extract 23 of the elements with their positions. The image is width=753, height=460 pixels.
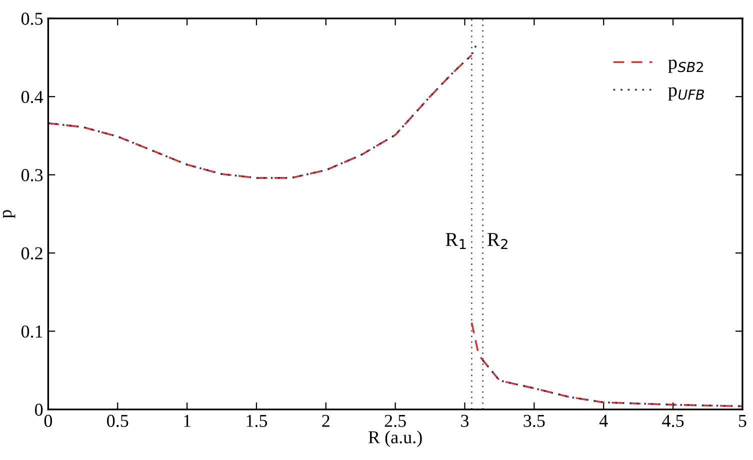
x-tick-label: 2.5 bbox=[384, 414, 406, 428]
x-tick-label: 0 bbox=[44, 414, 52, 427]
y-tick-label: 0.1 bbox=[21, 325, 42, 338]
x-tick-label: 2 bbox=[322, 414, 330, 427]
x-tick-label: 3.5 bbox=[524, 414, 545, 428]
x-tick-label: 5 bbox=[738, 414, 746, 427]
y-tick-label: 0.2 bbox=[21, 247, 42, 260]
x-axis-title: R (a.u.) bbox=[368, 430, 422, 448]
ref-line-label: R$_{2}$ bbox=[488, 233, 508, 250]
y-tick-label: 0 bbox=[34, 404, 43, 416]
x-tick-label: 1.5 bbox=[246, 414, 268, 428]
y-tick-label: 0.5 bbox=[21, 12, 43, 25]
x-tick-label: 3 bbox=[461, 414, 469, 427]
x-tick-label: 0.5 bbox=[107, 414, 128, 428]
ref-line-label: R$_{1}$ bbox=[446, 233, 466, 250]
legend-label: p$_{SB2}$ bbox=[668, 60, 703, 73]
y-tick-label: 0.3 bbox=[21, 169, 43, 182]
x-tick-label: 4 bbox=[599, 414, 608, 427]
legend-label: p$_{UFB}$ bbox=[668, 87, 704, 101]
x-tick-label: 1 bbox=[184, 414, 190, 427]
x-tick-label: 4.5 bbox=[662, 414, 684, 428]
y-axis-title: p bbox=[2, 210, 16, 218]
y-tick-label: 0.4 bbox=[21, 90, 44, 104]
